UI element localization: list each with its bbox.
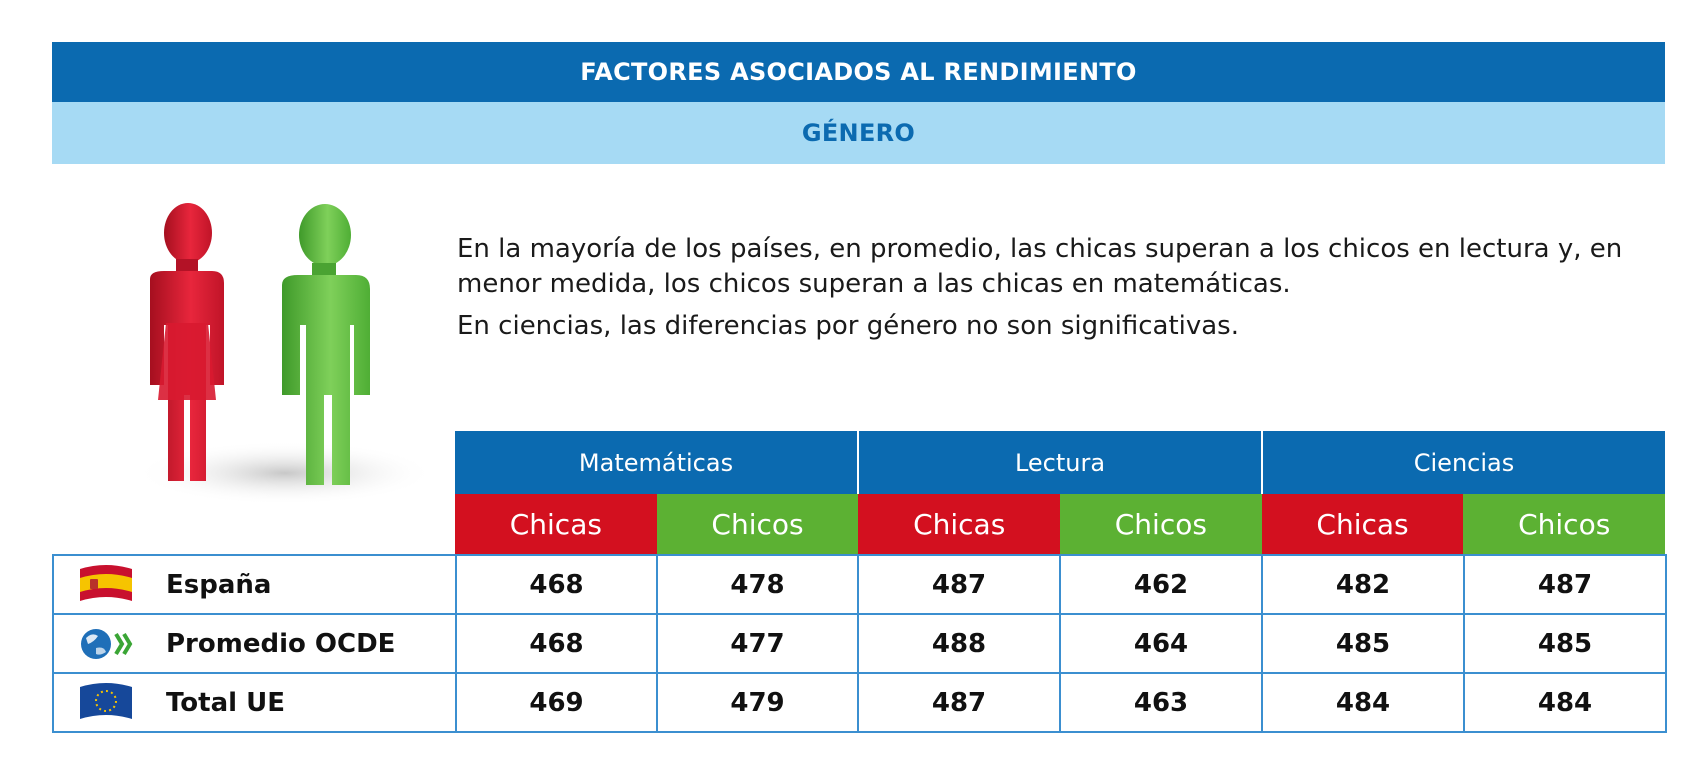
female-figure-icon: [150, 203, 224, 481]
gender-header-girls: Chicas: [858, 494, 1061, 554]
row-label-cell: Total UE: [52, 672, 457, 733]
row-label-cell: Promedio OCDE: [52, 613, 457, 674]
score-cell: 487: [1463, 554, 1667, 615]
intro-paragraph-2: En ciencias, las diferencias por género …: [457, 310, 1239, 341]
gender-header-girls: Chicas: [1261, 494, 1464, 554]
subject-header-reading: Lectura: [857, 431, 1261, 494]
intro-text: En la mayoría de los países, en promedio…: [457, 232, 1657, 344]
gender-header-girls: Chicas: [455, 494, 657, 554]
oecd-logo-icon: [76, 622, 136, 666]
score-cell: 464: [1059, 613, 1263, 674]
gender-figures-illustration: [120, 195, 440, 515]
score-cell: 468: [455, 613, 658, 674]
subject-header-row: Matemáticas Lectura Ciencias: [455, 431, 1665, 494]
row-label: Promedio OCDE: [166, 628, 396, 659]
section-title: FACTORES ASOCIADOS AL RENDIMIENTO: [580, 58, 1137, 86]
male-figure-icon: [282, 204, 370, 485]
section-subtitle: GÉNERO: [801, 119, 916, 147]
score-cell: 478: [656, 554, 859, 615]
scores-table: España 468 478 487 462 482 487: [52, 554, 1667, 733]
score-cell: 468: [455, 554, 658, 615]
subject-header-mathematics: Matemáticas: [578, 448, 734, 477]
score-cell: 487: [857, 672, 1061, 733]
section-title-bar: FACTORES ASOCIADOS AL RENDIMIENTO: [52, 42, 1665, 102]
score-cell: 479: [656, 672, 859, 733]
score-cell: 482: [1261, 554, 1465, 615]
score-cell: 487: [857, 554, 1061, 615]
section-subtitle-bar: GÉNERO: [52, 102, 1665, 164]
table-row-oecd: Promedio OCDE 468 477 488 464 485 485: [52, 613, 1667, 674]
subject-header-science: Ciencias: [1261, 431, 1665, 494]
row-label: Total UE: [166, 687, 285, 718]
gender-header-boys: Chicos: [1060, 494, 1262, 554]
score-cell: 484: [1261, 672, 1465, 733]
row-label-cell: España: [52, 554, 457, 615]
row-label: España: [166, 569, 272, 600]
spain-flag-icon: [76, 563, 136, 607]
gender-header-boys: Chicos: [1463, 494, 1666, 554]
score-cell: 463: [1059, 672, 1263, 733]
score-cell: 469: [455, 672, 658, 733]
score-cell: 485: [1261, 613, 1465, 674]
score-cell: 477: [656, 613, 859, 674]
gender-header-boys: Chicos: [656, 494, 859, 554]
score-cell: 485: [1463, 613, 1667, 674]
table-row-eu: Total UE 469 479 487 463 484 484: [52, 672, 1667, 733]
gender-header-row: Chicas Chicos Chicas Chicos Chicas Chico…: [455, 494, 1666, 554]
eu-flag-icon: [76, 681, 136, 725]
score-cell: 484: [1463, 672, 1667, 733]
score-cell: 488: [857, 613, 1061, 674]
table-row-spain: España 468 478 487 462 482 487: [52, 554, 1667, 615]
intro-paragraph-1: En la mayoría de los países, en promedio…: [457, 234, 1623, 300]
score-cell: 462: [1059, 554, 1263, 615]
